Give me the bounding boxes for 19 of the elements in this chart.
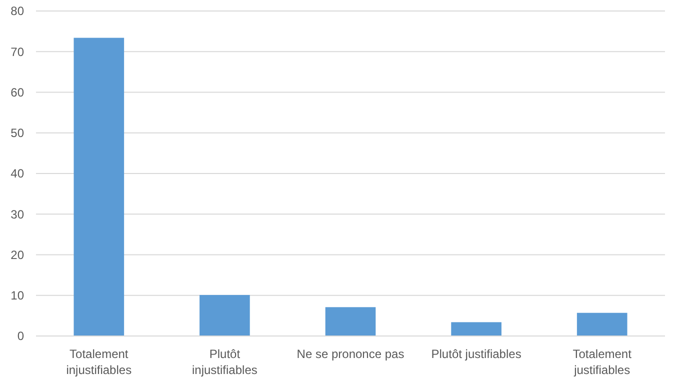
y-tick-label: 80: [10, 4, 24, 18]
bar: [74, 38, 124, 336]
y-tick-label: 10: [10, 288, 24, 303]
y-tick-label: 20: [10, 248, 24, 262]
y-tick-label: 70: [10, 44, 24, 59]
x-tick-label: Ne se prononce pas: [296, 347, 404, 361]
x-tick-label: Totalement justifiables: [572, 347, 632, 377]
y-tick-label: 50: [10, 126, 24, 140]
bar: [325, 307, 376, 336]
bar: [576, 312, 628, 336]
y-tick-label: 30: [10, 207, 24, 222]
bar: [451, 322, 502, 336]
x-tick-label: Plutôt injustifiables: [192, 347, 258, 377]
y-tick-label: 40: [10, 166, 24, 181]
y-tick-label: 0: [17, 329, 24, 344]
y-tick-label: 60: [10, 85, 24, 100]
x-tick-label: Plutôt justifiables: [431, 347, 522, 361]
bar: [200, 294, 250, 336]
x-tick-label: Totalement injustifiables: [66, 347, 132, 377]
